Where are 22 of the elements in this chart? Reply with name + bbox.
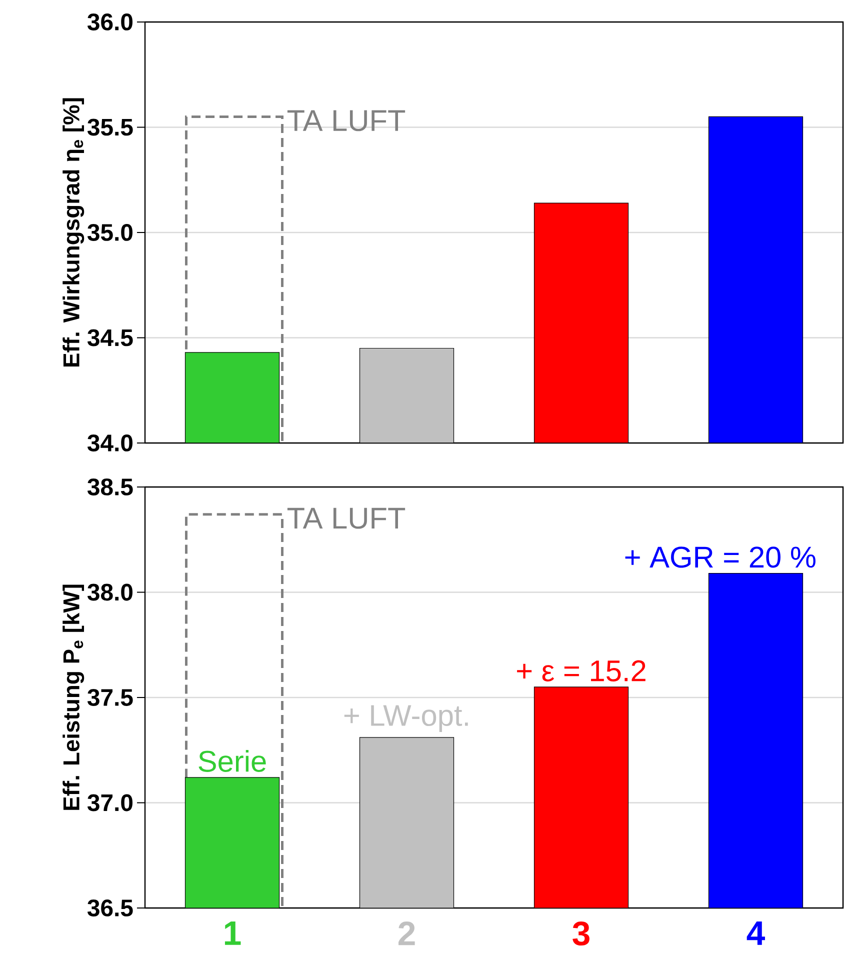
y-tick-label: 37.0 <box>87 794 132 812</box>
y-tick-label: 35.0 <box>87 224 132 241</box>
y-axis-title: Eff. Wirkungsgrad η$_{e}$ [%] <box>62 98 84 366</box>
y-tick-label: 36.0 <box>87 14 132 30</box>
annotation: + LW-opt. <box>344 705 468 732</box>
annotation: + AGR = 20 % <box>625 546 816 568</box>
y-axis-title: Eff. Leistung P$_{e}$ [kW] <box>62 584 84 810</box>
y-tick-label: 38.5 <box>87 478 133 496</box>
y-tick-label: 37.5 <box>87 689 133 706</box>
x-tick-label: 1 <box>224 922 241 945</box>
y-tick-label: 35.5 <box>87 118 133 136</box>
y-tick-label: 36.5 <box>87 900 133 916</box>
series-label: TA LUFT <box>287 110 406 132</box>
y-tick-label: 34.5 <box>87 329 133 346</box>
annotation: + ε = 15.2 <box>517 660 646 682</box>
annotation: Serie <box>198 750 266 772</box>
y-tick-label: 38.0 <box>87 584 132 601</box>
x-tick-label: 3 <box>572 922 590 946</box>
x-tick-label: 4 <box>746 922 765 945</box>
x-tick-label: 2 <box>398 922 415 946</box>
y-tick-label: 34.0 <box>87 434 132 452</box>
series-label: TA LUFT <box>287 508 406 529</box>
